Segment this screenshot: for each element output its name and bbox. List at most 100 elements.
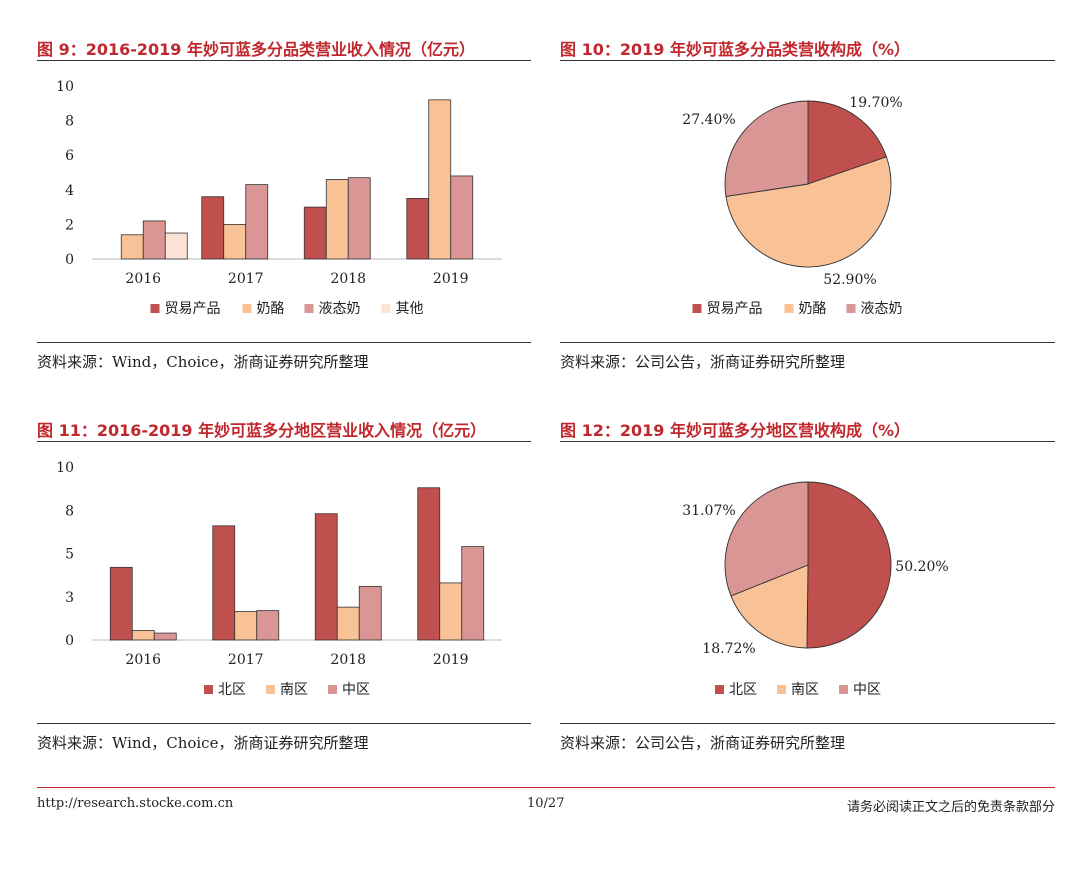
y-tick-label: 4 bbox=[65, 183, 74, 199]
bar bbox=[256, 610, 280, 641]
bar bbox=[131, 630, 155, 641]
bar bbox=[223, 223, 247, 260]
legend-label: 液态奶 bbox=[319, 301, 361, 317]
bar bbox=[358, 585, 382, 641]
figure-10-top-rule bbox=[560, 60, 1055, 61]
bar bbox=[325, 179, 349, 260]
footer-page-number: 10/27 bbox=[527, 796, 565, 811]
legend-swatch bbox=[266, 685, 275, 694]
legend-swatch bbox=[381, 304, 391, 313]
figure-12-chart: 50.20% 18.72% 31.07% 北区 南区 中区 bbox=[682, 481, 949, 698]
bar bbox=[234, 611, 258, 641]
y-tick-label: 8 bbox=[65, 503, 74, 519]
figure-11-chart: 0 3 5 8 10 2016 2017 2018 2019 北区 南区 中区 bbox=[56, 460, 502, 698]
x-tick-label: 2019 bbox=[433, 652, 469, 668]
pie-data-label: 31.07% bbox=[682, 503, 735, 519]
y-tick-label: 5 bbox=[65, 547, 74, 563]
figure-11-top-rule bbox=[37, 441, 531, 442]
bar bbox=[347, 177, 371, 260]
bar bbox=[212, 525, 236, 641]
legend-swatch bbox=[715, 685, 724, 694]
legend-label: 南区 bbox=[280, 682, 308, 698]
y-tick-label: 8 bbox=[65, 114, 74, 130]
bar bbox=[164, 232, 188, 260]
figure-10-source: 资料来源：公司公告，浙商证券研究所整理 bbox=[560, 353, 846, 371]
figure-11-title: 图 11：2016-2019 年妙可蓝多分地区营业收入情况（亿元） bbox=[37, 421, 487, 440]
figure-11-source: 资料来源：Wind，Choice，浙商证券研究所整理 bbox=[37, 734, 369, 752]
pie-data-label: 18.72% bbox=[702, 641, 755, 657]
figure-12-panel: 图 12：2019 年妙可蓝多分地区营收构成（%） 50.20% 18.72% 31… bbox=[560, 417, 1056, 757]
legend-swatch bbox=[150, 304, 160, 313]
figure-12-bottom-rule bbox=[560, 723, 1055, 724]
pie-slice bbox=[724, 481, 809, 597]
legend-label: 中区 bbox=[342, 682, 370, 698]
legend-swatch bbox=[839, 685, 848, 694]
legend-label: 其他 bbox=[396, 301, 424, 317]
x-tick-label: 2018 bbox=[330, 271, 366, 287]
legend-swatch bbox=[242, 304, 252, 313]
figure-9-source: 资料来源：Wind，Choice，浙商证券研究所整理 bbox=[37, 353, 369, 371]
bar bbox=[142, 220, 166, 260]
figure-11-bottom-rule bbox=[37, 723, 531, 724]
y-tick-label: 10 bbox=[56, 79, 74, 95]
legend-swatch bbox=[846, 304, 856, 313]
legend-label: 北区 bbox=[729, 682, 757, 698]
x-tick-label: 2019 bbox=[433, 271, 469, 287]
legend-swatch bbox=[328, 685, 337, 694]
x-tick-label: 2017 bbox=[228, 271, 264, 287]
pie-data-label: 50.20% bbox=[895, 559, 948, 575]
pie-slice bbox=[730, 564, 809, 649]
bar bbox=[314, 513, 338, 641]
legend-swatch bbox=[304, 304, 314, 313]
bar bbox=[450, 175, 474, 260]
x-tick-label: 2018 bbox=[330, 652, 366, 668]
bar bbox=[406, 198, 430, 260]
legend-label: 中区 bbox=[853, 682, 881, 698]
figure-9-bottom-rule bbox=[37, 342, 531, 343]
figure-9-title: 图 9：2016-2019 年妙可蓝多分品类营业收入情况（亿元） bbox=[37, 40, 475, 59]
legend-label: 奶酪 bbox=[257, 301, 285, 317]
footer-rule bbox=[37, 787, 1055, 788]
legend-label: 贸易产品 bbox=[165, 301, 221, 317]
bar bbox=[417, 487, 441, 641]
legend-swatch bbox=[692, 304, 702, 313]
bar bbox=[109, 566, 133, 641]
pie-slice bbox=[725, 156, 892, 268]
x-tick-label: 2016 bbox=[125, 652, 161, 668]
figure-9-chart: 0 2 4 6 8 10 2016 2017 2018 2019 贸易产品 奶酪 液态奶 其他 bbox=[56, 79, 502, 317]
legend-label: 液态奶 bbox=[861, 301, 903, 317]
figure-9-top-rule bbox=[37, 60, 531, 61]
footer-disclaimer: 请务必阅读正文之后的免责条款部分 bbox=[846, 800, 1055, 815]
x-tick-label: 2017 bbox=[228, 652, 264, 668]
figure-10-chart: 19.70% 52.90% 27.40% 贸易产品 奶酪 液态奶 bbox=[682, 95, 903, 317]
y-tick-label: 2 bbox=[65, 217, 74, 233]
y-tick-label: 0 bbox=[65, 633, 74, 649]
pie-data-label: 19.70% bbox=[849, 95, 902, 111]
pie-slice bbox=[724, 100, 809, 197]
bar bbox=[303, 206, 327, 260]
pie-slice bbox=[806, 481, 892, 649]
bar bbox=[201, 196, 225, 260]
figure-10-title: 图 10：2019 年妙可蓝多分品类营收构成（%） bbox=[560, 40, 910, 59]
bar bbox=[153, 632, 177, 641]
y-tick-label: 10 bbox=[56, 460, 74, 476]
legend-swatch bbox=[204, 685, 213, 694]
bar bbox=[245, 184, 269, 260]
pie-data-label: 52.90% bbox=[823, 272, 876, 288]
figure-9-panel: 图 9：2016-2019 年妙可蓝多分品类营业收入情况（亿元） 0 2 4 6 8 10… bbox=[37, 36, 533, 376]
bar bbox=[439, 582, 463, 641]
legend-swatch bbox=[777, 685, 786, 694]
legend-swatch bbox=[784, 304, 794, 313]
legend-label: 北区 bbox=[218, 682, 246, 698]
figure-11-panel: 图 11：2016-2019 年妙可蓝多分地区营业收入情况（亿元） 0 3 5 8 10… bbox=[37, 417, 533, 757]
figure-12-top-rule bbox=[560, 441, 1055, 442]
figure-10-bottom-rule bbox=[560, 342, 1055, 343]
y-tick-label: 6 bbox=[65, 148, 74, 164]
figure-10-panel: 图 10：2019 年妙可蓝多分品类营收构成（%） 19.70% 52.90% 27… bbox=[560, 36, 1056, 376]
footer-url[interactable]: http://research.stocke.com.cn bbox=[37, 796, 234, 811]
bar bbox=[120, 234, 144, 260]
bar bbox=[461, 546, 485, 641]
bar bbox=[336, 606, 360, 641]
legend-label: 南区 bbox=[791, 682, 819, 698]
figure-12-source: 资料来源：公司公告，浙商证券研究所整理 bbox=[560, 734, 846, 752]
